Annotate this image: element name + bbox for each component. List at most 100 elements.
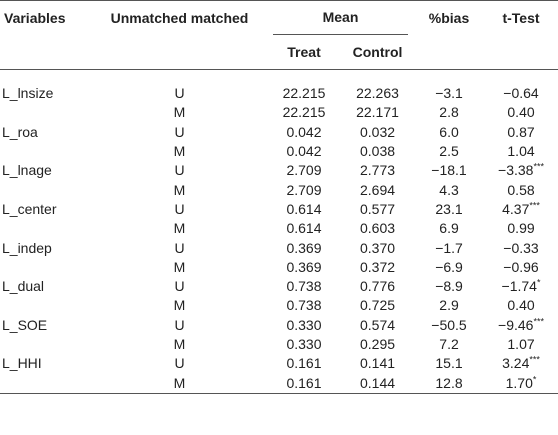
control-cell-text: 0.372 — [359, 258, 396, 275]
variable-cell — [0, 142, 92, 161]
table-header: Variables Unmatched matched Mean %bias t… — [0, 0, 558, 70]
treat-cell: 0.738 — [267, 277, 341, 296]
unmatched-matched-cell-text: M — [173, 143, 186, 160]
control-cell: 0.370 — [341, 238, 414, 257]
variable-cell-text: L_SOE — [2, 316, 48, 333]
control-cell: 0.577 — [341, 200, 414, 219]
control-cell: 0.725 — [341, 296, 414, 315]
psm-balance-table: Variables Unmatched matched Mean %bias t… — [0, 0, 558, 394]
unmatched-matched-cell-text: U — [174, 200, 185, 217]
bias-cell: −3.1 — [414, 70, 484, 104]
ttest-cell: 0.40 — [484, 296, 558, 315]
control-cell-text: 0.370 — [359, 239, 396, 256]
bias-cell-text: 6.0 — [439, 123, 459, 140]
variable-cell-text: L_center — [2, 200, 57, 217]
bias-cell-text: −8.9 — [435, 278, 463, 295]
control-cell-text: 0.725 — [359, 297, 396, 314]
ttest-cell: −3.38*** — [484, 161, 558, 180]
bias-cell-text: 12.8 — [435, 374, 463, 391]
treat-cell: 0.738 — [267, 296, 341, 315]
variable-cell: L_HHI — [0, 354, 92, 373]
bias-cell-text: 15.1 — [435, 355, 463, 372]
treat-cell-text: 2.709 — [286, 181, 322, 198]
unmatched-matched-cell: M — [92, 103, 267, 122]
variable-cell-text: L_lnsize — [2, 85, 54, 102]
control-cell-text: 2.694 — [359, 181, 396, 198]
bias-cell-text: 2.5 — [439, 143, 459, 160]
control-cell-text: 0.144 — [359, 374, 396, 391]
unmatched-matched-cell-text: M — [173, 220, 186, 237]
bias-cell-text: −18.1 — [431, 162, 467, 179]
control-cell: 0.144 — [341, 373, 415, 394]
variable-cell: L_dual — [0, 277, 92, 296]
header-control: Control — [341, 35, 415, 70]
bias-cell-text: 23.1 — [435, 200, 463, 217]
bias-cell: −6.9 — [414, 258, 484, 277]
unmatched-matched-cell: M — [92, 335, 267, 354]
variable-cell: L_center — [0, 200, 92, 219]
table-row: M 0.330 0.295 7.2 1.07 — [0, 335, 558, 354]
ttest-cell: 1.70* — [484, 373, 558, 394]
ttest-cell: 4.37*** — [484, 200, 558, 219]
bias-cell: 12.8 — [414, 373, 485, 394]
treat-cell-text: 0.369 — [286, 258, 322, 275]
unmatched-matched-cell-text: U — [174, 278, 185, 295]
table-row: L_roa U 0.042 0.032 6.0 0.87 — [0, 123, 558, 142]
treat-cell-text: 0.042 — [286, 123, 322, 140]
significance-stars: *** — [533, 161, 544, 172]
treat-cell: 0.042 — [267, 123, 341, 142]
treat-cell: 0.614 — [267, 200, 341, 219]
bias-cell: 6.0 — [414, 123, 484, 142]
treat-cell-text: 0.369 — [286, 239, 322, 256]
bias-cell-text: 7.2 — [439, 336, 459, 352]
variable-cell-text: L_lnage — [2, 162, 52, 179]
ttest-cell: 1.07 — [484, 335, 558, 354]
unmatched-matched-cell: U — [92, 161, 267, 180]
variable-cell-text: L_roa — [2, 123, 38, 140]
variable-cell — [0, 373, 92, 394]
variable-cell-text: L_indep — [2, 239, 52, 256]
treat-cell: 0.369 — [267, 238, 341, 257]
control-cell: 0.141 — [341, 354, 414, 373]
variable-cell: L_SOE — [0, 316, 92, 335]
variable-cell — [0, 180, 92, 199]
bias-cell-text: 2.8 — [439, 104, 459, 121]
control-cell: 22.263 — [341, 70, 414, 104]
table-body: L_lnsize U 22.215 22.263 −3.1 −0.64 M 22.215 22.… — [0, 70, 558, 394]
control-cell-text: 0.038 — [359, 143, 396, 160]
header-mean: Mean — [267, 0, 415, 35]
ttest-cell: 0.99 — [484, 219, 558, 238]
unmatched-matched-cell-text: U — [174, 162, 185, 179]
unmatched-matched-cell-text: M — [173, 258, 186, 275]
table-row: M 22.215 22.171 2.8 0.40 — [0, 103, 558, 122]
unmatched-matched-cell-text: U — [174, 316, 185, 333]
variable-cell-text: L_HHI — [2, 355, 42, 372]
control-cell: 0.032 — [341, 123, 414, 142]
ttest-cell: −9.46*** — [484, 316, 558, 335]
significance-stars: * — [536, 277, 541, 288]
treat-cell-text: 0.614 — [286, 220, 322, 237]
treat-cell-text: 2.709 — [286, 162, 322, 179]
variable-cell — [0, 296, 92, 315]
treat-cell-text: 0.330 — [286, 316, 322, 333]
table-row: M 0.042 0.038 2.5 1.04 — [0, 142, 558, 161]
variable-cell: L_roa — [0, 123, 92, 142]
bias-cell: 2.5 — [414, 142, 484, 161]
control-cell: 0.295 — [341, 335, 414, 354]
unmatched-matched-cell-text: M — [173, 297, 186, 314]
table-row: L_indep U 0.369 0.370 −1.7 −0.33 — [0, 238, 558, 257]
bias-cell: 23.1 — [414, 200, 484, 219]
ttest-cell-text: −3.38 — [498, 162, 534, 179]
ttest-cell-text: −0.96 — [503, 258, 539, 275]
treat-cell: 0.161 — [267, 354, 341, 373]
significance-stars: *** — [533, 316, 544, 327]
control-cell: 0.776 — [341, 277, 414, 296]
control-cell: 0.603 — [341, 219, 414, 238]
ttest-cell: −0.96 — [484, 258, 558, 277]
bias-cell-text: −50.5 — [431, 316, 467, 333]
unmatched-matched-cell: U — [92, 200, 267, 219]
bias-cell-text: 2.9 — [439, 297, 459, 314]
treat-cell-text: 0.161 — [286, 355, 322, 372]
table-row: L_HHI U 0.161 0.141 15.1 3.24*** — [0, 354, 558, 373]
unmatched-matched-cell: U — [92, 123, 267, 142]
